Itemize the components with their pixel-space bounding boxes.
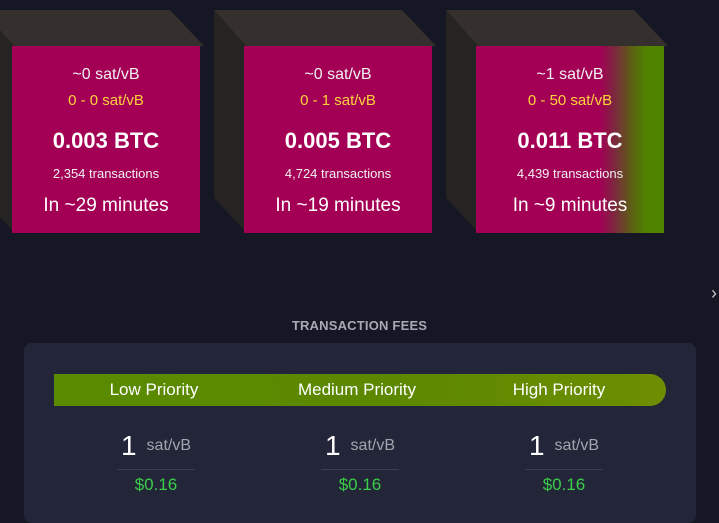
block-size: 0.011 BTC bbox=[517, 128, 623, 153]
low-priority-label: Low Priority bbox=[109, 380, 199, 399]
fee-divider bbox=[321, 469, 399, 470]
transaction-fees-card bbox=[24, 343, 696, 523]
block-top-face bbox=[0, 10, 204, 46]
block-top-face bbox=[214, 10, 436, 46]
block-front-face: ~0 sat/vB 0 - 0 sat/vB 0.003 BTC 2,354 t… bbox=[12, 46, 200, 233]
block-fee-range: 0 - 1 sat/vB bbox=[300, 92, 376, 109]
fee-rate-unit: sat/vB bbox=[146, 437, 192, 454]
mempool-block-3[interactable]: ~1 sat/vB 0 - 50 sat/vB 0.011 BTC 4,439 … bbox=[446, 10, 668, 234]
fee-rate-value: 1 bbox=[120, 430, 137, 461]
fee-rate-unit: sat/vB bbox=[350, 437, 396, 454]
block-fee-range: 0 - 0 sat/vB bbox=[68, 92, 144, 109]
block-median-fee: ~1 sat/vB bbox=[536, 66, 604, 83]
block-eta: In ~9 minutes bbox=[512, 195, 628, 216]
block-side-face bbox=[214, 10, 246, 232]
block-tx-count: 4,724 transactions bbox=[284, 166, 392, 181]
chevron-right-icon[interactable]: › bbox=[711, 283, 717, 303]
block-median-fee: ~0 sat/vB bbox=[304, 66, 372, 83]
fee-divider bbox=[117, 469, 195, 470]
low-priority-fee: 1 sat/vB $0.16 bbox=[56, 428, 256, 495]
fee-usd-value: $0.16 bbox=[542, 475, 586, 494]
block-median-fee: ~0 sat/vB bbox=[72, 66, 140, 83]
block-size: 0.003 BTC bbox=[52, 128, 160, 153]
fee-rate-unit: sat/vB bbox=[554, 437, 600, 454]
block-size: 0.005 BTC bbox=[284, 128, 392, 153]
fee-priority-bar bbox=[54, 374, 666, 406]
block-tx-count: 2,354 transactions bbox=[52, 166, 160, 181]
fee-usd-value: $0.16 bbox=[134, 475, 178, 494]
block-eta: In ~19 minutes bbox=[275, 195, 401, 216]
fee-divider bbox=[525, 469, 603, 470]
block-front-face: ~0 sat/vB 0 - 1 sat/vB 0.005 BTC 4,724 t… bbox=[244, 46, 432, 233]
block-side-face bbox=[446, 10, 478, 232]
high-priority-label: High Priority bbox=[512, 380, 606, 399]
block-tx-count: 4,439 transactions bbox=[516, 166, 624, 181]
fee-rate-value: 1 bbox=[324, 430, 341, 461]
fee-rate-value: 1 bbox=[528, 430, 545, 461]
mempool-block-2[interactable]: ~0 sat/vB 0 - 1 sat/vB 0.005 BTC 4,724 t… bbox=[214, 10, 436, 234]
block-front-face: ~1 sat/vB 0 - 50 sat/vB 0.011 BTC 4,439 … bbox=[476, 46, 664, 233]
block-fee-range: 0 - 50 sat/vB bbox=[527, 92, 613, 109]
high-priority-fee: 1 sat/vB $0.16 bbox=[464, 428, 664, 495]
block-eta: In ~29 minutes bbox=[43, 195, 169, 216]
mempool-block-1[interactable]: ~0 sat/vB 0 - 0 sat/vB 0.003 BTC 2,354 t… bbox=[0, 10, 204, 234]
medium-priority-fee: 1 sat/vB $0.16 bbox=[260, 428, 460, 495]
fee-usd-value: $0.16 bbox=[338, 475, 382, 494]
transaction-fees-title: TRANSACTION FEES bbox=[291, 318, 428, 333]
medium-priority-label: Medium Priority bbox=[297, 380, 417, 399]
block-top-face bbox=[446, 10, 668, 46]
block-side-face bbox=[0, 10, 14, 232]
